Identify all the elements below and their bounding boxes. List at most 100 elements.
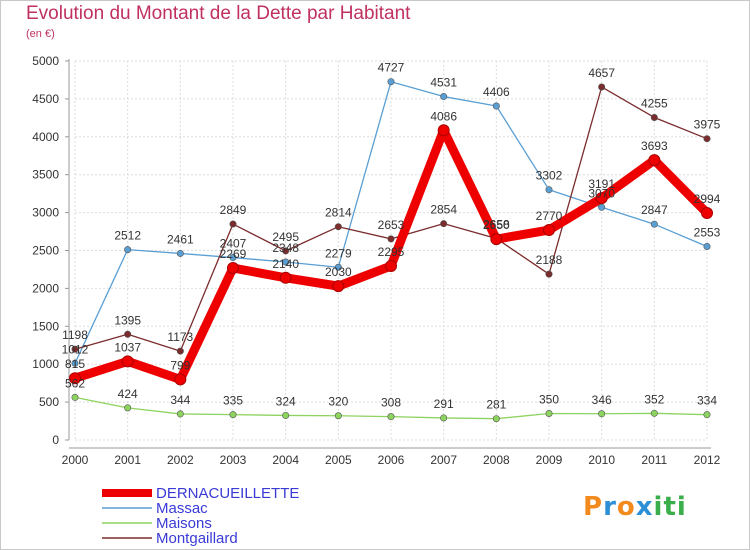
- data-point: [701, 207, 713, 220]
- data-point: [279, 271, 292, 284]
- y-tick-label: 3500: [32, 168, 59, 182]
- data-point: [229, 254, 237, 262]
- data-label: 2461: [167, 232, 194, 246]
- data-label: 2854: [430, 203, 457, 217]
- data-point: [282, 258, 290, 266]
- data-point: [492, 415, 500, 423]
- data-point: [124, 330, 132, 338]
- data-label: 2653: [378, 218, 405, 232]
- x-tick-label: 2012: [694, 453, 721, 467]
- data-point: [650, 409, 658, 417]
- data-point: [332, 280, 345, 293]
- data-label: 799: [170, 358, 190, 372]
- data-point: [229, 220, 237, 228]
- y-tick-label: 1000: [32, 357, 59, 371]
- data-label: 2140: [272, 257, 299, 271]
- logo-letter: o: [616, 492, 636, 522]
- data-label: 562: [65, 376, 85, 390]
- x-tick-label: 2008: [483, 453, 510, 467]
- data-label: 3302: [536, 169, 563, 183]
- data-label: 4727: [378, 61, 405, 75]
- data-label: 4531: [430, 76, 457, 90]
- x-tick-label: 2004: [272, 453, 299, 467]
- data-point: [437, 124, 450, 137]
- data-point: [703, 242, 711, 250]
- data-label: 2269: [220, 247, 247, 261]
- y-tick-label: 2000: [32, 281, 59, 295]
- legend-label: Massac: [156, 500, 208, 517]
- data-point: [124, 246, 132, 254]
- data-point: [227, 262, 239, 275]
- x-tick-label: 2005: [325, 453, 352, 467]
- proxiti-logo: Proxiti: [583, 492, 687, 522]
- data-point: [440, 414, 448, 422]
- x-tick-label: 2009: [536, 453, 563, 467]
- data-point: [703, 135, 711, 143]
- logo-letter: i: [676, 492, 687, 522]
- data-label: 4406: [483, 85, 510, 99]
- data-label: 1037: [114, 340, 141, 354]
- data-point: [71, 345, 79, 353]
- data-point: [334, 263, 342, 271]
- data-label: 424: [118, 387, 138, 401]
- data-label: 2495: [272, 230, 299, 244]
- data-point: [71, 359, 79, 367]
- data-point: [69, 372, 81, 385]
- data-label: 4657: [588, 66, 615, 80]
- data-point: [545, 409, 553, 417]
- x-tick-label: 2011: [641, 453, 667, 467]
- data-point: [492, 102, 500, 110]
- data-label: 4255: [641, 96, 668, 110]
- data-point: [176, 249, 184, 257]
- logo-letter: r: [603, 492, 617, 522]
- data-label: 281: [486, 398, 506, 412]
- chart-subtitle: (en €): [26, 28, 55, 40]
- logo-letter: i: [653, 492, 664, 522]
- data-label: 350: [539, 392, 559, 406]
- data-point: [176, 410, 184, 418]
- data-point: [595, 192, 608, 205]
- logo-letter: t: [663, 492, 677, 522]
- y-tick-label: 4000: [32, 130, 59, 144]
- data-point: [282, 247, 290, 255]
- data-point: [121, 355, 134, 368]
- legend-label: Montgaillard: [156, 530, 238, 547]
- data-label: 815: [65, 357, 85, 371]
- data-point: [334, 412, 342, 420]
- data-label: 2188: [536, 253, 563, 267]
- data-point: [387, 235, 395, 243]
- data-label: 3191: [588, 177, 615, 191]
- data-point: [648, 154, 661, 167]
- logo-letter: P: [583, 492, 604, 522]
- data-label: 2030: [325, 265, 352, 279]
- data-label: 2849: [220, 203, 247, 217]
- data-label: 2770: [536, 209, 563, 223]
- x-tick-label: 2007: [430, 453, 457, 467]
- data-label: 352: [644, 392, 664, 406]
- x-tick-label: 2003: [220, 453, 247, 467]
- y-tick-label: 1500: [32, 319, 59, 333]
- data-label: 2994: [694, 192, 721, 206]
- data-label: 2814: [325, 206, 352, 220]
- y-tick-label: 0: [52, 433, 59, 447]
- data-label: 3975: [694, 118, 721, 132]
- data-label: 2658: [483, 218, 510, 232]
- data-label: 3070: [588, 186, 615, 200]
- data-point: [387, 413, 395, 421]
- data-label: 3693: [641, 139, 668, 153]
- data-label: 4086: [430, 109, 457, 123]
- data-label: 2553: [694, 225, 721, 239]
- data-point: [387, 78, 395, 86]
- data-label: 346: [592, 393, 612, 407]
- legend-label: Maisons: [156, 515, 212, 532]
- data-point: [703, 411, 711, 419]
- data-label: 335: [223, 394, 243, 408]
- data-label: 291: [434, 397, 454, 411]
- data-label: 1012: [62, 342, 89, 356]
- data-label: 2650: [483, 218, 510, 232]
- data-label: 334: [697, 394, 717, 408]
- chart-title: Evolution du Montant de la Dette par Hab…: [26, 3, 411, 24]
- data-point: [598, 203, 606, 211]
